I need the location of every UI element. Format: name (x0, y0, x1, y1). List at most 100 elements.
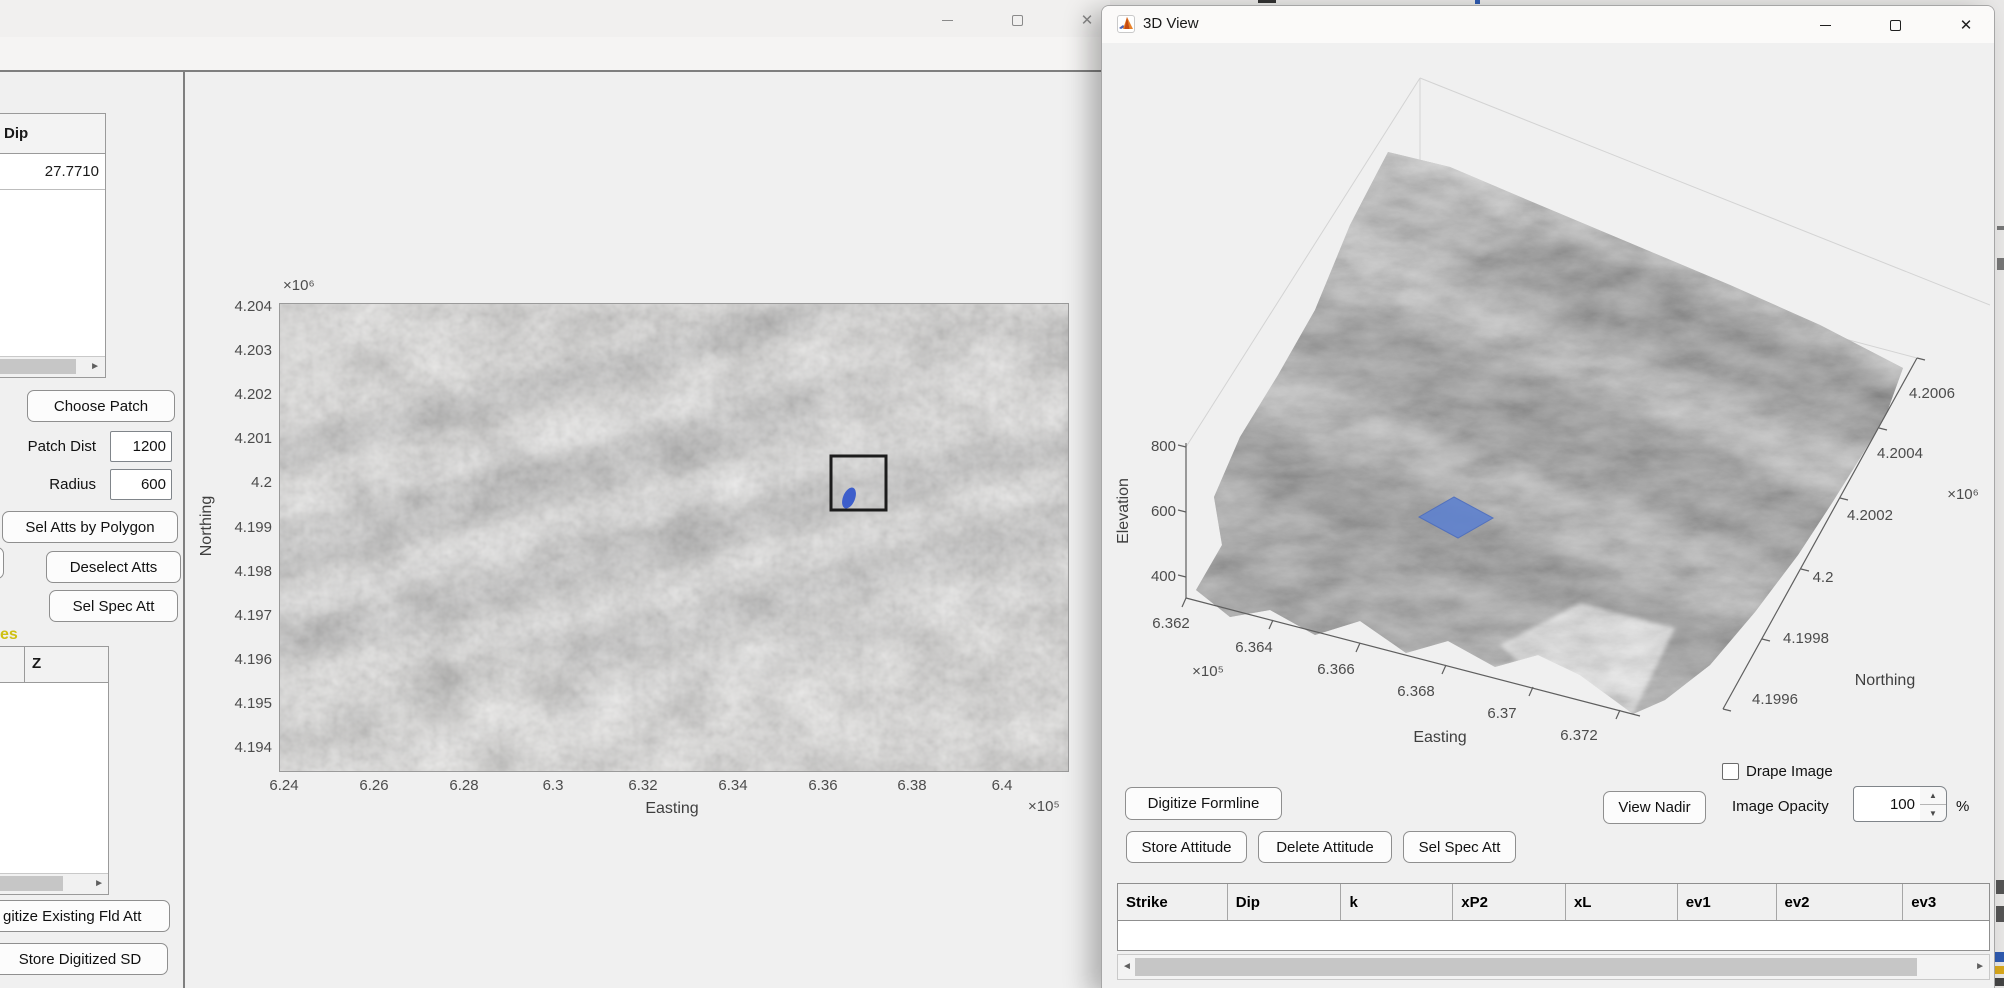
3d-x-exponent: ×10⁵ (1192, 663, 1224, 680)
maximize-button[interactable] (1872, 9, 1918, 41)
attitude-table-hscrollbar[interactable]: ► (0, 356, 105, 377)
image-opacity-label: Image Opacity (1732, 798, 1829, 815)
digitize-existing-fld-att-button[interactable]: gitize Existing Fld Att (0, 900, 170, 932)
percent-label: % (1956, 798, 1970, 815)
map-ytick: 4.2 (251, 474, 272, 491)
cutoff-button-fragment[interactable] (0, 547, 4, 579)
maximize-icon (1011, 14, 1023, 26)
scroll-right-icon[interactable]: ► (1975, 961, 1985, 972)
terrain-surface[interactable] (1110, 45, 1990, 771)
attitude-table[interactable]: Dip 27.7710 ► (0, 113, 106, 378)
screen-edge-fragment (1475, 0, 1480, 4)
scrollbar-thumb[interactable] (0, 359, 76, 374)
map-ytick: 4.195 (234, 695, 272, 712)
3d-xtick: 6.364 (1235, 639, 1273, 656)
map-ytick: 4.196 (234, 651, 272, 668)
selected-patch-3d[interactable] (1417, 496, 1495, 539)
patch-dist-field[interactable] (110, 431, 172, 462)
map-axes[interactable] (97, 201, 1251, 826)
scroll-right-icon[interactable]: ► (94, 878, 104, 889)
radius-field[interactable] (110, 469, 172, 500)
map-xlabel: Easting (645, 800, 699, 817)
view-nadir-button[interactable]: View Nadir (1603, 791, 1706, 824)
map-ytick: 4.197 (234, 607, 272, 624)
map-ytick: 4.204 (234, 298, 272, 315)
left-window-toolbar-strip (0, 37, 1110, 70)
column-header-xp2: xP2 (1453, 884, 1566, 920)
close-icon: ✕ (1080, 12, 1094, 29)
3d-ylabel: Northing (1854, 672, 1916, 689)
map-y-exponent: ×10⁶ (283, 277, 315, 294)
left-window-titlebar[interactable] (0, 0, 1110, 37)
minimize-button[interactable] (924, 4, 970, 36)
sel-spec-att-button[interactable]: Sel Spec Att (49, 590, 178, 622)
table-empty-body[interactable] (1118, 921, 1989, 950)
selected-patch-marker[interactable] (839, 486, 858, 511)
store-digitized-sd-button[interactable]: Store Digitized SD (0, 943, 168, 975)
3d-terrain-plot[interactable] (1110, 45, 1990, 771)
map-ytick: 4.202 (234, 386, 272, 403)
column-header-ev2: ev2 (1776, 884, 1904, 920)
maximize-button[interactable] (994, 4, 1040, 36)
3d-view-titlebar[interactable]: 3D View ✕ (1102, 6, 1994, 43)
delete-attitude-button[interactable]: Delete Attitude (1258, 831, 1392, 863)
column-header-dip: Dip (1227, 884, 1342, 920)
attitudes-partial-label: es (0, 626, 18, 643)
scrollbar-thumb[interactable] (0, 876, 63, 891)
matlab-app-icon (1117, 15, 1135, 33)
column-header-ev3: ev3 (1903, 884, 1990, 920)
table-hscrollbar[interactable]: ◄ ► (1117, 954, 1990, 980)
map-ytick: 4.203 (234, 342, 272, 359)
dip-value: 27.7710 (44, 163, 99, 180)
hillshade-map-image[interactable] (97, 201, 1251, 826)
close-button[interactable]: ✕ (1064, 4, 1110, 36)
spinner-down-button[interactable]: ▼ (1929, 809, 1937, 818)
left-window: ✕ Dip 27.7710 ► Choose Patch Patch Dist … (0, 0, 1251, 988)
scroll-left-icon[interactable]: ◄ (1122, 961, 1132, 972)
deselect-atts-button[interactable]: Deselect Atts (46, 551, 181, 583)
map-ytick: 4.198 (234, 563, 272, 580)
map-ylabel: Northing (198, 495, 215, 557)
digitize-formline-button[interactable]: Digitize Formline (1125, 787, 1282, 820)
screen-edge-fragment (1258, 0, 1276, 3)
3d-xtick: 6.368 (1397, 683, 1435, 700)
drape-image-checkbox[interactable] (1722, 763, 1739, 780)
column-header-strike: Strike (1118, 884, 1228, 920)
3d-ytick: 4.2 (1812, 569, 1834, 586)
scrollbar-thumb[interactable] (1135, 958, 1917, 976)
spinner-up-button[interactable]: ▲ (1920, 787, 1946, 805)
map-xtick: 6.28 (449, 777, 479, 794)
map-xtick: 6.34 (718, 777, 748, 794)
image-opacity-field[interactable] (1853, 786, 1921, 822)
patch-selection-rectangle[interactable] (829, 454, 888, 512)
table-row[interactable]: 27.7710 (0, 154, 105, 190)
3d-ztick: 800 (1150, 438, 1176, 455)
horizontal-divider (0, 70, 1110, 72)
store-attitude-button[interactable]: Store Attitude (1126, 831, 1247, 863)
z-table[interactable]: Z ► (0, 646, 109, 895)
screen-edge-fragment (1996, 880, 2004, 894)
attitude-results-table[interactable]: Strike Dip k xP2 xL ev1 ev2 ev3 (1117, 883, 1990, 951)
screen-edge-fragment (1997, 226, 2004, 230)
map-ytick: 4.201 (234, 430, 272, 447)
image-opacity-spinner[interactable]: ▲ ▼ (1920, 786, 1947, 822)
scroll-right-icon[interactable]: ► (90, 361, 100, 372)
3d-view-window: 3D View ✕ (1101, 5, 1995, 988)
screen-edge-fragment (1997, 258, 2004, 270)
minimize-button[interactable] (1802, 9, 1848, 41)
choose-patch-button[interactable]: Choose Patch (27, 390, 175, 422)
column-header-k: k (1341, 884, 1454, 920)
sel-atts-by-polygon-button[interactable]: Sel Atts by Polygon (2, 511, 178, 543)
z-table-hscrollbar[interactable]: ► (0, 873, 108, 894)
table-header-row: Strike Dip k xP2 xL ev1 ev2 ev3 (1118, 884, 1990, 921)
3d-ytick: 4.1998 (1783, 630, 1829, 647)
sel-spec-att-button-3d[interactable]: Sel Spec Att (1403, 831, 1516, 863)
close-icon: ✕ (1959, 17, 1973, 34)
screen-edge-fragment (1995, 966, 2004, 974)
maximize-icon (1889, 19, 1901, 31)
map-xtick: 6.32 (628, 777, 658, 794)
map-xtick: 6.3 (542, 777, 564, 794)
map-xtick: 6.38 (897, 777, 927, 794)
drape-image-label: Drape Image (1746, 763, 1833, 780)
close-button[interactable]: ✕ (1943, 9, 1989, 41)
